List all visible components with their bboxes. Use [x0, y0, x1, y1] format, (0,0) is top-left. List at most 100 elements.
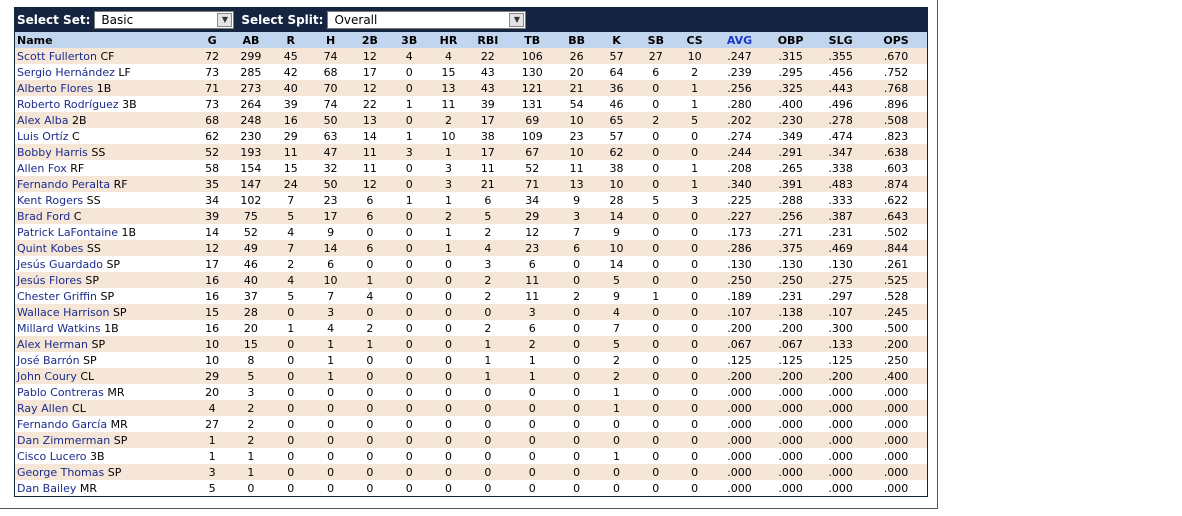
player-name-link[interactable]: Bobby Harris	[17, 145, 88, 159]
column-header-tb[interactable]: TB	[507, 32, 557, 48]
player-name-link[interactable]: José Barrón	[17, 353, 80, 367]
player-name-link[interactable]: Fernando Peralta	[17, 177, 111, 191]
stat-ab: 230	[240, 129, 262, 143]
player-name-link[interactable]: Chester Griffin	[17, 289, 97, 303]
stat-cs: 0	[691, 129, 699, 143]
stat-2b: 1	[366, 337, 374, 351]
stat-h: 4	[327, 321, 335, 335]
player-name-link[interactable]: Quint Kobes	[17, 241, 84, 255]
column-header-3b[interactable]: 3B	[389, 32, 430, 48]
stat-tb: 67	[525, 145, 540, 159]
stat-3b: 1	[405, 129, 413, 143]
player-name-link[interactable]: Patrick LaFontaine	[17, 225, 119, 239]
player-cell: Alex Alba 2B	[15, 112, 194, 128]
chevron-down-icon[interactable]: ▼	[217, 12, 233, 27]
table-row: Jesús Flores SP 16 40 4 10 1 0 0 2 11 0 5 0 0.250.250…	[14, 272, 928, 288]
player-name-link[interactable]: Sergio Hernández	[17, 65, 115, 79]
column-header-slg[interactable]: SLG	[816, 32, 866, 48]
stat-ops: .250	[883, 353, 909, 367]
column-header-h[interactable]: H	[310, 32, 351, 48]
player-name-link[interactable]: Wallace Harrison	[17, 305, 110, 319]
stat-3b: 0	[405, 465, 413, 479]
player-name-link[interactable]: Dan Zimmerman	[17, 433, 111, 447]
column-header-bb[interactable]: BB	[556, 32, 597, 48]
stat-3b: 0	[405, 225, 413, 239]
stat-ab: 285	[240, 65, 262, 79]
stat-sb: 2	[652, 113, 660, 127]
player-name-link[interactable]: Scott Fullerton	[17, 49, 97, 63]
player-name-link[interactable]: Jesús Guardado	[17, 257, 103, 271]
stat-ab: 75	[243, 209, 258, 223]
column-header-rbi[interactable]: RBI	[467, 32, 508, 48]
player-name-link[interactable]: Dan Bailey	[17, 481, 77, 495]
column-header-ops[interactable]: OPS	[865, 32, 928, 48]
column-header-obp[interactable]: OBP	[765, 32, 817, 48]
column-header-k[interactable]: K	[596, 32, 637, 48]
player-name-link[interactable]: Millard Watkins	[17, 321, 101, 335]
column-header-hr[interactable]: HR	[429, 32, 468, 48]
stat-tb: 52	[525, 161, 540, 175]
stat-g: 16	[205, 289, 220, 303]
stat-k: 57	[609, 129, 624, 143]
player-name-link[interactable]: Jesús Flores	[17, 273, 82, 287]
column-header-2b[interactable]: 2B	[350, 32, 390, 48]
column-header-cs[interactable]: CS	[675, 32, 714, 48]
player-position: C	[73, 209, 82, 223]
stat-k: 46	[609, 97, 624, 111]
stat-cs: 0	[691, 257, 699, 271]
chevron-down-icon[interactable]: ▼	[509, 12, 525, 27]
column-header-ab[interactable]: AB	[231, 32, 271, 48]
stat-tb: 121	[521, 81, 543, 95]
column-header-avg[interactable]: AVG	[714, 32, 766, 48]
stat-bb: 0	[573, 337, 581, 351]
stat-ab: 52	[243, 225, 258, 239]
column-header-name[interactable]: Name	[14, 32, 194, 48]
player-name-link[interactable]: Fernando García	[17, 417, 108, 431]
stat-g: 3	[208, 465, 216, 479]
stat-tb: 130	[521, 65, 543, 79]
player-name-link[interactable]: Allen Fox	[17, 161, 67, 175]
stat-ops: .528	[883, 289, 909, 303]
player-name-link[interactable]: Ray Allen	[17, 401, 69, 415]
player-name-link[interactable]: Kent Rogers	[17, 193, 84, 207]
column-header-sb[interactable]: SB	[636, 32, 676, 48]
player-name-link[interactable]: Alex Herman	[17, 337, 88, 351]
stat-g: 68	[205, 113, 220, 127]
stat-obp: .349	[778, 129, 803, 143]
player-name-link[interactable]: Brad Ford	[17, 209, 71, 223]
stat-r: 16	[283, 113, 298, 127]
player-name-link[interactable]: John Coury	[17, 369, 77, 383]
stat-obp: .315	[778, 49, 803, 63]
select-split-dropdown[interactable]: Overall ▼	[327, 10, 527, 29]
table-row: Pablo Contreras MR 20 3 0 0 0 0 0 0 0 0 1 0 0 .000 .000…	[14, 384, 928, 400]
table-row: Patrick LaFontaine 1B 14 52 4 9 0 0 1 2 12 7 9 0 0.17…	[14, 224, 928, 240]
stat-3b: 0	[405, 337, 413, 351]
stat-obp: .375	[778, 241, 803, 255]
player-name-link[interactable]: Pablo Contreras	[17, 385, 104, 399]
player-name-link[interactable]: Alberto Flores	[17, 81, 94, 95]
stat-r: 0	[287, 305, 295, 319]
stat-h: 50	[323, 177, 338, 191]
stat-cs: 2	[691, 65, 699, 79]
player-position: 1B	[96, 81, 112, 95]
player-name-link[interactable]: Cisco Lucero	[17, 449, 87, 463]
player-name-link[interactable]: Alex Alba	[17, 113, 69, 127]
stat-sb: 0	[652, 305, 660, 319]
stat-h: 32	[323, 161, 338, 175]
stat-2b: 0	[366, 401, 374, 415]
stat-g: 1	[208, 449, 216, 463]
stat-tb: 1	[528, 353, 536, 367]
stat-ops: .643	[883, 209, 909, 223]
select-split-value: Overall	[334, 12, 378, 27]
player-name-link[interactable]: Luis Ortíz	[17, 129, 69, 143]
column-header-r[interactable]: R	[270, 32, 311, 48]
stat-k: 5	[612, 337, 620, 351]
stat-slg: .338	[828, 161, 853, 175]
player-position: CL	[80, 369, 95, 383]
stat-2b: 14	[362, 129, 377, 143]
stat-cs: 0	[691, 353, 699, 367]
select-set-dropdown[interactable]: Basic ▼	[94, 10, 235, 29]
column-header-g[interactable]: G	[193, 32, 231, 48]
player-name-link[interactable]: George Thomas	[17, 465, 105, 479]
player-name-link[interactable]: Roberto Rodríguez	[17, 97, 119, 111]
